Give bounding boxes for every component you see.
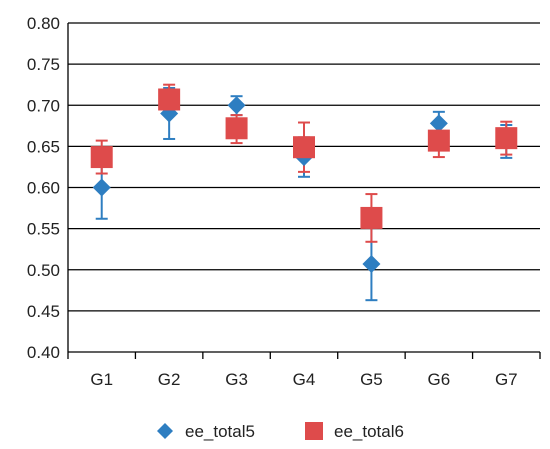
error-bars-layer [95, 83, 513, 302]
data-point-ee_total5 [362, 254, 381, 273]
y-tick-label: 0.50 [27, 261, 60, 280]
data-point-ee_total6 [158, 88, 181, 111]
y-tick-label: 0.60 [27, 179, 60, 198]
x-tick-label: G2 [158, 370, 181, 389]
data-point-ee_total5 [429, 114, 448, 133]
data-point-ee_total6 [225, 117, 248, 140]
data-point-ee_total6 [90, 146, 113, 169]
markers-layer [90, 88, 518, 273]
legend: ee_total5 ee_total6 [157, 422, 404, 441]
y-tick-label: 0.45 [27, 302, 60, 321]
legend-diamond-icon [157, 423, 173, 439]
x-tick-label: G3 [225, 370, 248, 389]
data-point-ee_total6 [495, 127, 518, 150]
x-tick-label: G5 [360, 370, 383, 389]
y-tick-label: 0.70 [27, 96, 60, 115]
data-point-ee_total6 [427, 129, 450, 152]
x-tick-label: G6 [428, 370, 451, 389]
legend-square-icon [305, 422, 323, 440]
data-point-ee_total5 [92, 178, 111, 197]
y-tick-label: 0.65 [27, 137, 60, 156]
y-tick-label: 0.55 [27, 220, 60, 239]
data-point-ee_total5 [227, 96, 246, 115]
x-tick-label: G4 [293, 370, 316, 389]
data-point-ee_total6 [293, 136, 315, 159]
y-tick-label: 0.75 [27, 55, 60, 74]
data-point-ee_total6 [360, 206, 383, 229]
grid-layer [68, 22, 540, 353]
x-tick-label: G7 [495, 370, 518, 389]
x-tick-label: G1 [90, 370, 113, 389]
y-tick-label: 0.80 [27, 14, 60, 33]
legend-label: ee_total6 [334, 422, 404, 441]
axis-layer: 0.40 0.45 0.50 0.55 0.60 0.65 0.70 0.75 0.80 G1 G2… [27, 14, 541, 389]
legend-label: ee_total5 [185, 422, 255, 441]
y-tick-label: 0.40 [27, 343, 60, 362]
